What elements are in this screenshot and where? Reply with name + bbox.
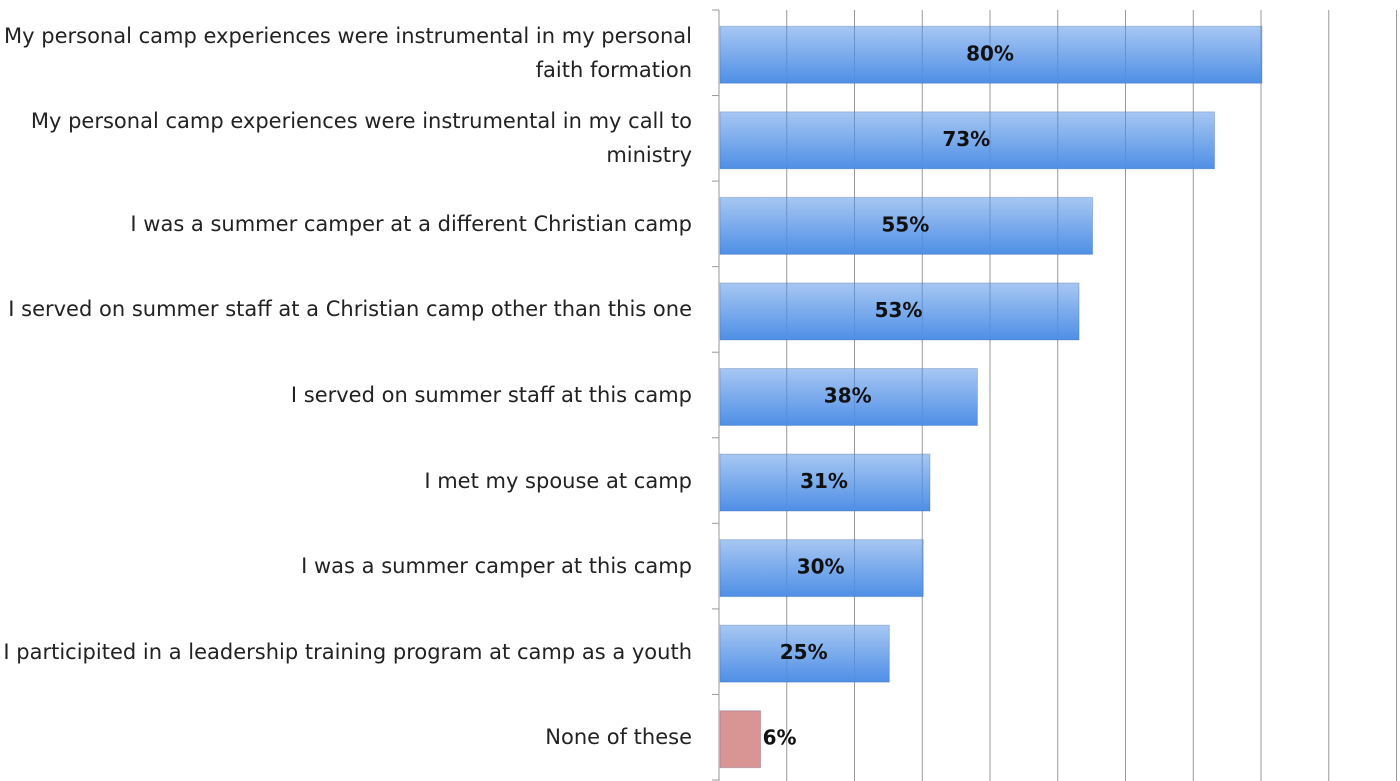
category-text: I met my spouse at camp [424, 468, 692, 493]
bar [719, 453, 931, 512]
value-label: 38% [824, 384, 872, 408]
category-label: I participited in a leadership training … [0, 609, 692, 695]
bar [719, 624, 890, 683]
value-label: 31% [800, 469, 848, 493]
category-text: I participited in a leadership training … [3, 639, 692, 664]
category-label: I served on summer staff at this camp [0, 352, 692, 438]
category-label: I was a summer camper at this camp [0, 523, 692, 609]
value-label: 73% [942, 127, 990, 151]
category-text: None of these [545, 725, 692, 750]
category-text: My personal camp experiences were instru… [4, 23, 692, 82]
value-label: 80% [966, 41, 1014, 65]
value-label: 55% [881, 212, 929, 236]
category-label: I met my spouse at camp [0, 438, 692, 524]
category-text: I served on summer staff at a Christian … [8, 297, 692, 322]
category-text: I served on summer staff at this camp [290, 382, 692, 407]
bar [719, 282, 1080, 341]
category-label: My personal camp experiences were instru… [0, 96, 692, 182]
bar [719, 539, 924, 598]
category-text: I was a summer camper at this camp [301, 554, 692, 579]
value-label: 30% [797, 555, 845, 579]
category-text: I was a summer camper at a different Chr… [130, 211, 692, 236]
value-label: 6% [763, 726, 797, 750]
category-label: I served on summer staff at a Christian … [0, 267, 692, 353]
category-label: I was a summer camper at a different Chr… [0, 181, 692, 267]
bar [719, 111, 1216, 170]
value-label: 53% [875, 298, 923, 322]
category-label: None of these [0, 694, 692, 780]
bar [719, 25, 1263, 84]
bar [719, 368, 978, 426]
category-text: My personal camp experiences were instru… [30, 109, 692, 168]
category-label: My personal camp experiences were instru… [0, 10, 692, 96]
value-label: 25% [780, 640, 828, 664]
bar [719, 196, 1094, 255]
bar [719, 710, 762, 769]
